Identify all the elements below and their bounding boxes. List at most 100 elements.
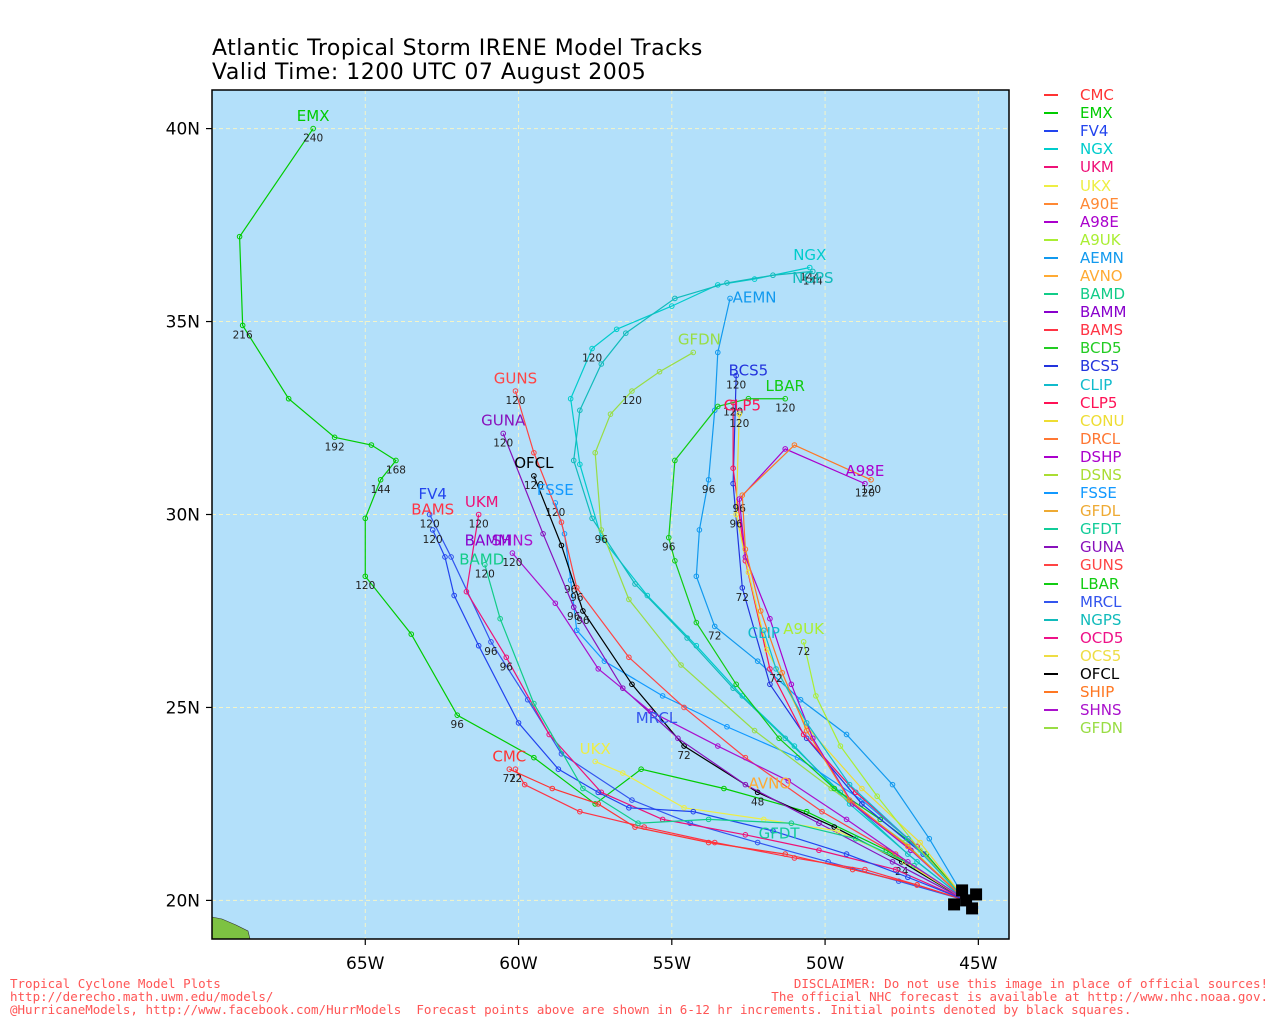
legend-item-bamm: BAMM: [1044, 303, 1126, 321]
track-point: [638, 766, 644, 773]
track-point: [362, 515, 369, 522]
legend-item-shns: SHNS: [1044, 701, 1126, 719]
track-point: [782, 735, 789, 742]
initial-point-marker: [966, 902, 979, 915]
track-point: [482, 561, 488, 568]
track-point: [693, 573, 700, 580]
legend-swatch: [1044, 112, 1058, 115]
legend-item-lbar: LBAR: [1044, 575, 1126, 593]
track-point: [724, 280, 730, 286]
model-label-gfdn: GFDN: [678, 331, 721, 349]
legend-label: SHNS: [1080, 701, 1122, 720]
track-point: [675, 735, 681, 742]
track-dshp: [738, 448, 967, 901]
track-point: [570, 457, 577, 464]
track-emx: [238, 128, 967, 901]
track-point: [714, 349, 721, 356]
legend-item-avno: AVNO: [1044, 267, 1126, 285]
track-point: [711, 407, 718, 414]
forecast-hour-label: 96: [500, 661, 514, 673]
track-guna: [502, 433, 967, 901]
track-ukm: [465, 514, 967, 901]
track-point: [905, 859, 911, 865]
track-point: [767, 681, 773, 688]
legend-label: GFDN: [1080, 719, 1124, 738]
track-point: [393, 457, 399, 464]
track-point: [711, 623, 718, 630]
track-point: [690, 808, 697, 815]
forecast-hour-label: 96: [729, 519, 743, 531]
track-bams: [514, 768, 967, 901]
track-bcs5: [732, 375, 967, 901]
legend-swatch: [1044, 94, 1058, 97]
legend-item-ukm: UKM: [1044, 158, 1126, 176]
track-point: [632, 824, 638, 830]
track-point: [659, 693, 666, 699]
x-tick-label: 50W: [806, 954, 845, 974]
forecast-hour-label: 96: [451, 719, 465, 731]
legend-label: BCD5: [1080, 339, 1122, 358]
legend-swatch: [1044, 673, 1058, 676]
y-tick-label: 35N: [166, 313, 200, 333]
track-point: [760, 627, 767, 634]
track-point: [595, 666, 602, 672]
y-tick-label: 30N: [166, 506, 200, 526]
track-point: [656, 368, 663, 375]
track-point: [782, 851, 789, 857]
initial-point-marker: [948, 898, 961, 911]
y-tick-label: 20N: [166, 891, 200, 911]
track-point: [862, 866, 868, 873]
track-point: [567, 395, 574, 402]
legend-swatch: [1044, 365, 1058, 368]
footer-right-line: DISCLAIMER: Do not use this image in pla…: [793, 976, 1268, 991]
forecast-hour-label: 120: [729, 418, 749, 430]
track-point: [767, 615, 773, 622]
track-point: [690, 349, 697, 356]
track-point: [846, 797, 853, 803]
track-point: [285, 395, 292, 402]
track-ngps: [573, 270, 967, 901]
track-point: [595, 801, 602, 807]
forecast-hour-label: 144: [803, 275, 823, 287]
legend-swatch: [1044, 437, 1058, 440]
legend-swatch: [1044, 654, 1058, 657]
track-shns: [511, 552, 967, 901]
legend-item-gfdl: GFDL: [1044, 502, 1126, 520]
legend-label: SHIP: [1080, 683, 1115, 702]
track-point: [751, 727, 758, 734]
legend-label: A9UK: [1080, 230, 1121, 249]
legend-item-dshp: DSHP: [1044, 448, 1126, 466]
track-point: [475, 511, 482, 518]
legend-item-emx: EMX: [1044, 104, 1126, 122]
track-point: [908, 847, 914, 854]
track-point: [515, 720, 522, 726]
track-point: [782, 446, 789, 452]
track-point: [705, 816, 712, 823]
track-bamd: [484, 564, 967, 901]
legend-item-bamd: BAMD: [1044, 285, 1126, 303]
model-label-bcs5: BCS5: [729, 362, 769, 380]
x-tick-label: 55W: [653, 954, 692, 974]
track-point: [736, 496, 743, 502]
footer-right: DISCLAIMER: Do not use this image in pla…: [771, 977, 1268, 1003]
legend-item-clip: CLIP: [1044, 376, 1126, 394]
model-label-cmc: CMC: [492, 747, 526, 765]
track-point: [859, 801, 865, 807]
track-point: [733, 511, 739, 518]
track-point: [714, 403, 721, 410]
legend-label: UKX: [1080, 176, 1112, 195]
track-point: [509, 550, 516, 556]
legend-swatch: [1044, 184, 1058, 187]
legend-item-a90e: A90E: [1044, 195, 1126, 213]
forecast-hour-label: 72: [503, 773, 516, 785]
track-point: [920, 851, 926, 857]
track-point: [791, 743, 798, 749]
track-point: [448, 554, 454, 560]
legend-label: LBAR: [1080, 574, 1120, 593]
track-point: [647, 708, 654, 715]
x-tick-label: 45W: [959, 954, 998, 974]
track-point: [693, 619, 700, 626]
track-point: [595, 789, 602, 796]
legend-item-aemn: AEMN: [1044, 249, 1126, 267]
track-point: [442, 554, 448, 560]
